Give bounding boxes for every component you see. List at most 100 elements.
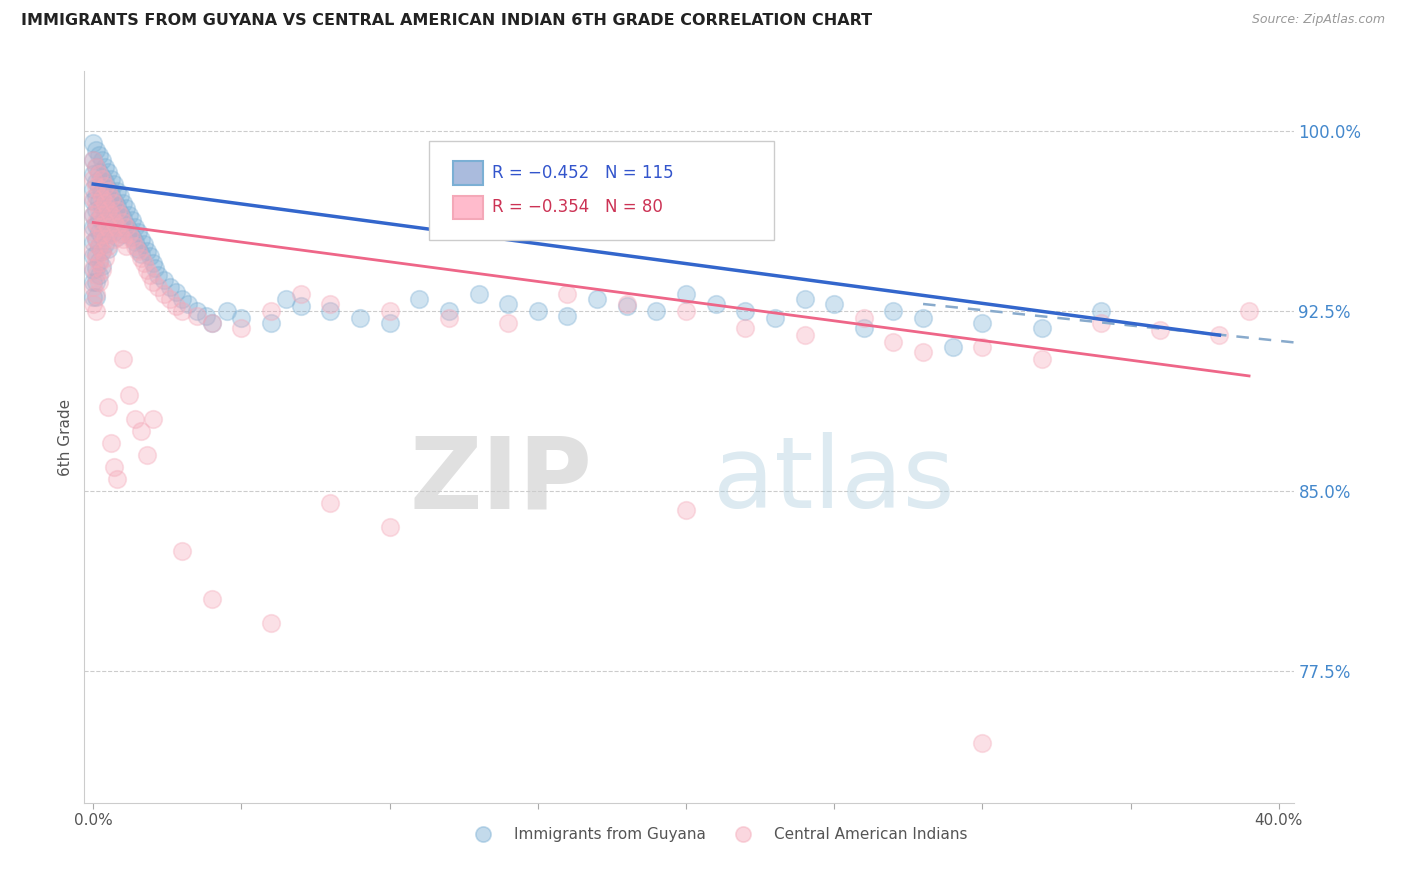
Point: [408, 292, 430, 306]
Point: [103, 177, 125, 191]
Point: [704, 297, 727, 311]
Point: [94, 237, 117, 252]
Point: [823, 297, 845, 311]
Point: [467, 287, 489, 301]
Point: [675, 304, 697, 318]
Point: [97, 227, 120, 242]
Point: [675, 287, 697, 301]
Point: [260, 615, 283, 630]
Point: [82, 244, 104, 259]
Point: [177, 297, 200, 311]
Point: [129, 252, 152, 266]
Point: [103, 194, 125, 208]
Point: [111, 211, 134, 225]
Point: [124, 412, 146, 426]
Point: [105, 220, 128, 235]
Point: [89, 168, 111, 182]
Point: [496, 316, 519, 330]
Point: [135, 263, 157, 277]
Point: [100, 227, 122, 242]
Point: [111, 215, 134, 229]
Point: [82, 263, 104, 277]
Point: [97, 203, 120, 218]
Point: [882, 304, 904, 318]
Point: [186, 309, 208, 323]
Point: [84, 304, 107, 318]
Point: [89, 225, 111, 239]
Point: [84, 260, 107, 275]
Point: [274, 292, 297, 306]
Point: [82, 194, 104, 208]
Point: [793, 328, 815, 343]
Point: [82, 182, 104, 196]
Point: [108, 220, 131, 235]
Point: [942, 340, 965, 354]
Point: [84, 175, 107, 189]
Point: [82, 168, 104, 182]
Point: [201, 316, 224, 330]
Point: [91, 191, 114, 205]
Point: [793, 292, 815, 306]
Point: [437, 304, 460, 318]
Point: [111, 196, 134, 211]
Point: [159, 280, 181, 294]
Point: [84, 179, 107, 194]
Point: [94, 220, 117, 235]
Point: [103, 196, 125, 211]
Point: [172, 292, 194, 306]
Point: [94, 175, 117, 189]
Point: [82, 208, 104, 222]
Point: [1031, 352, 1053, 367]
Point: [194, 309, 217, 323]
Point: [94, 206, 117, 220]
Point: [103, 215, 125, 229]
Point: [852, 321, 875, 335]
Point: [145, 260, 167, 275]
Point: [129, 424, 152, 438]
Point: [153, 273, 176, 287]
Point: [91, 153, 114, 167]
Point: [105, 203, 128, 218]
Point: [89, 148, 111, 162]
Point: [97, 239, 120, 253]
Point: [129, 246, 152, 260]
Point: [111, 232, 134, 246]
Point: [89, 179, 111, 194]
Point: [172, 544, 194, 558]
Point: [127, 225, 149, 239]
Point: [91, 215, 114, 229]
Point: [108, 227, 131, 242]
Point: [319, 496, 342, 510]
Point: [763, 311, 786, 326]
Point: [141, 256, 163, 270]
Point: [94, 252, 117, 266]
Point: [105, 472, 128, 486]
Point: [127, 244, 149, 259]
Point: [84, 196, 107, 211]
Point: [201, 316, 224, 330]
Point: [215, 304, 238, 318]
Point: [115, 220, 138, 235]
Text: IMMIGRANTS FROM GUYANA VS CENTRAL AMERICAN INDIAN 6TH GRADE CORRELATION CHART: IMMIGRANTS FROM GUYANA VS CENTRAL AMERIC…: [21, 13, 872, 29]
Point: [912, 311, 935, 326]
Point: [100, 186, 122, 201]
Point: [91, 208, 114, 222]
Point: [912, 345, 935, 359]
Point: [82, 153, 104, 167]
Point: [82, 136, 104, 151]
Point: [231, 321, 253, 335]
Point: [89, 203, 111, 218]
Point: [100, 208, 122, 222]
Point: [89, 239, 111, 253]
Point: [115, 201, 138, 215]
FancyBboxPatch shape: [453, 161, 484, 185]
Point: [148, 268, 170, 283]
Point: [89, 165, 111, 179]
Point: [94, 161, 117, 175]
Point: [1237, 304, 1260, 318]
Point: [111, 227, 134, 242]
Point: [118, 388, 141, 402]
Point: [616, 299, 638, 313]
Point: [124, 239, 146, 253]
Point: [84, 215, 107, 229]
